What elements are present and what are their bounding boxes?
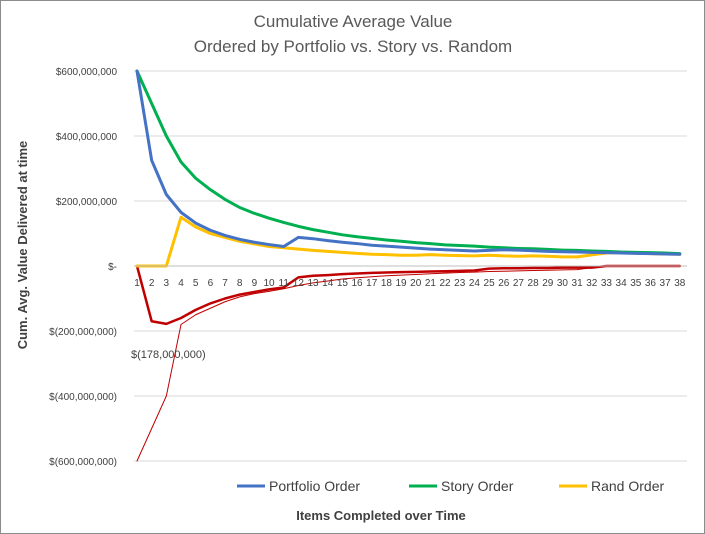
x-tick-label: 19 — [395, 278, 407, 289]
x-tick-label: 18 — [381, 278, 393, 289]
y-tick-label: $400,000,000 — [56, 132, 118, 143]
x-tick-label: 12 — [293, 278, 305, 289]
x-tick-label: 17 — [366, 278, 378, 289]
chart-title-line-2: Ordered by Portfolio vs. Story vs. Rando… — [194, 37, 512, 56]
series-line-story-order — [135, 69, 682, 256]
x-tick-label: 34 — [616, 278, 628, 289]
x-tick-label: 32 — [586, 278, 598, 289]
x-tick-label: 9 — [252, 278, 258, 289]
y-axis-title: Cum. Avg. Value Delivered at time — [15, 141, 30, 350]
x-tick-label: 4 — [178, 278, 184, 289]
x-tick-label: 5 — [193, 278, 199, 289]
y-tick-label: $600,000,000 — [56, 67, 118, 78]
y-tick-label: $(400,000,000) — [49, 392, 117, 403]
series-lines — [135, 69, 682, 462]
x-tick-label: 28 — [528, 278, 540, 289]
x-tick-label: 22 — [440, 278, 452, 289]
x-axis: 1 2 3 4 5 6 7 8 9 10 11 12 13 14 15 16 17 18 19 20 21 22 23 24 2… — [134, 265, 687, 289]
x-tick-label: 20 — [410, 278, 422, 289]
x-tick-label: 3 — [164, 278, 170, 289]
series-line-portfolio-order — [135, 69, 682, 256]
x-tick-label: 23 — [454, 278, 466, 289]
legend: Portfolio Order Story Order Rand Order — [237, 478, 664, 494]
x-tick-label: 25 — [484, 278, 496, 289]
x-tick-label: 35 — [630, 278, 642, 289]
x-tick-label: 31 — [572, 278, 584, 289]
chart-title-line-1: Cumulative Average Value — [254, 12, 453, 31]
x-tick-label: 7 — [222, 278, 228, 289]
x-tick-label: 38 — [674, 278, 686, 289]
x-tick-label: 1 — [134, 278, 140, 289]
x-tick-label: 27 — [513, 278, 525, 289]
x-tick-label: 21 — [425, 278, 437, 289]
y-tick-label: $(200,000,000) — [49, 327, 117, 338]
series-line-cumulative-average-red — [135, 264, 682, 326]
legend-label-portfolio-order: Portfolio Order — [269, 478, 360, 494]
annotations: $(178,000,000) — [131, 349, 206, 361]
x-tick-label: 13 — [307, 278, 319, 289]
x-tick-label: 8 — [237, 278, 243, 289]
x-tick-label: 2 — [149, 278, 155, 289]
x-tick-label: 26 — [498, 278, 510, 289]
series-line-rand-order — [135, 215, 682, 268]
x-tick-label: 6 — [208, 278, 214, 289]
y-axis-ticks: $600,000,000 $400,000,000 $200,000,000 $- $(… — [49, 67, 117, 468]
y-tick-label: $(600,000,000) — [49, 457, 117, 468]
series-line-single-item-value-red — [136, 265, 681, 462]
x-tick-label: 10 — [263, 278, 275, 289]
x-tick-label: 15 — [337, 278, 349, 289]
x-axis-title: Items Completed over Time — [296, 508, 466, 523]
x-tick-label: 36 — [645, 278, 657, 289]
x-tick-label: 37 — [660, 278, 672, 289]
x-tick-label: 11 — [279, 278, 290, 289]
x-tick-label: 33 — [601, 278, 613, 289]
x-tick-label: 16 — [351, 278, 363, 289]
data-label-annotation: $(178,000,000) — [131, 349, 206, 361]
x-tick-label: 30 — [557, 278, 569, 289]
y-tick-label: $- — [108, 262, 117, 273]
x-tick-label: 24 — [469, 278, 481, 289]
legend-label-rand-order: Rand Order — [591, 478, 664, 494]
legend-label-story-order: Story Order — [441, 478, 514, 494]
x-tick-label: 14 — [322, 278, 334, 289]
y-tick-label: $200,000,000 — [56, 197, 118, 208]
x-tick-label: 29 — [542, 278, 554, 289]
